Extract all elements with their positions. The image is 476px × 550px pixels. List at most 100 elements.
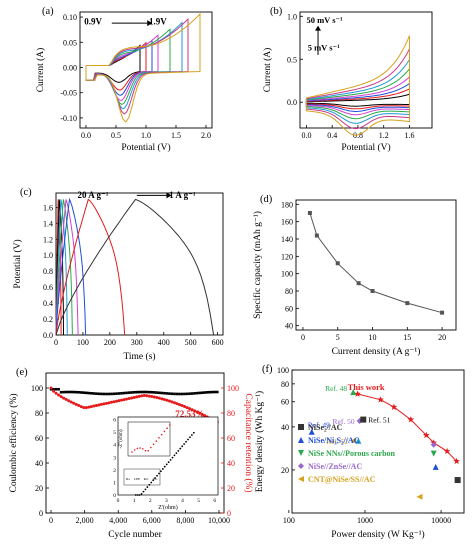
y-tick-label: 0.10 xyxy=(63,13,77,22)
nyquist-point xyxy=(185,440,187,443)
x-tick-label: 1.2 xyxy=(379,131,389,140)
x-tick-label: 600 xyxy=(212,338,224,347)
retention-point xyxy=(127,397,131,401)
inset-y-tick-label: 3 xyxy=(113,455,116,461)
retention-point xyxy=(137,394,141,398)
retention-point xyxy=(150,395,154,399)
x-tick-label: 1000 xyxy=(357,516,373,525)
y-tick-label: 160 xyxy=(281,218,293,227)
inset-y-tick-label: 6 xyxy=(113,418,116,424)
ce-point xyxy=(165,392,169,395)
ce-point xyxy=(178,392,181,396)
retention-point xyxy=(200,412,204,416)
ce-point xyxy=(110,392,113,396)
x-tick-label: 6,000 xyxy=(143,516,161,525)
retention-point xyxy=(49,386,53,390)
x-axis-label: Cycle number xyxy=(108,530,162,540)
legend-label: NiSe NNs//Porous carbon xyxy=(308,449,396,458)
y-axis-label: Energy density (Wh Kg⁻¹) xyxy=(254,391,265,492)
ce-point xyxy=(122,391,126,395)
y-tick-label: 40 xyxy=(285,322,293,331)
y-tick-label: 60 xyxy=(35,434,43,443)
marker-triangle xyxy=(350,389,357,396)
zoom-point xyxy=(142,448,144,450)
y2-tick-label: 40 xyxy=(227,459,235,468)
gcd-curve xyxy=(55,199,64,336)
x-axis-label: Potential (V) xyxy=(121,142,170,153)
y-tick-label: 80 xyxy=(35,409,43,418)
panel-d: 0 5 10 15 20 40 60 80 100 120 140 160 180 Current den… xyxy=(252,194,457,357)
annotation-text: 50 mV s⁻¹ xyxy=(306,15,343,25)
retention-point xyxy=(155,396,159,400)
inset-x-tick-label: 5 xyxy=(197,498,200,504)
retention-point xyxy=(89,405,93,409)
this-work-line xyxy=(357,393,457,462)
ce-point xyxy=(117,392,121,395)
ce-point xyxy=(147,390,151,394)
retention-point xyxy=(135,395,139,399)
nyquist-point xyxy=(138,494,141,496)
x-tick-label: 0.0 xyxy=(301,131,311,140)
nyquist-point xyxy=(158,472,160,475)
y2-tick-label: 60 xyxy=(227,434,235,443)
ce-point xyxy=(105,392,108,396)
y-tick-label: 40 xyxy=(281,423,289,432)
nyquist-point xyxy=(152,479,155,482)
ce-point xyxy=(155,391,159,394)
ce-point xyxy=(130,391,133,394)
x-tick-label: 400 xyxy=(158,338,170,347)
arrow-head xyxy=(147,20,153,27)
panel-label: (b) xyxy=(270,6,283,17)
annotation-text: 1 A g⁻¹ xyxy=(169,190,196,200)
ce-point xyxy=(120,391,123,395)
gcd-curve xyxy=(55,197,87,336)
ce-point xyxy=(132,390,136,394)
retention-point xyxy=(107,401,111,405)
series-label: Ref. 52 xyxy=(326,437,348,446)
x-tick-label: 2.0 xyxy=(201,131,211,140)
y-tick-label: 0 xyxy=(39,509,43,518)
retention-point xyxy=(180,404,184,408)
nyquist-point xyxy=(161,468,164,470)
y2-tick-label: 0 xyxy=(227,509,231,518)
marker-star xyxy=(390,403,398,410)
retention-point xyxy=(94,404,98,407)
capacity-point xyxy=(356,281,361,286)
ce-point xyxy=(195,391,199,395)
series-label: Ref. 48 xyxy=(325,384,347,393)
x-tick-label: 10,000 xyxy=(208,516,230,525)
legend-label: NiSe//ZnSe//AC xyxy=(308,462,362,471)
panel-c: 0 100 200 300 400 500 600 0.0 0.2 0.4 0.6 0.8 1.0 1.2… xyxy=(12,187,224,362)
y2-axis-label: Capacitance retention (%) xyxy=(243,393,254,492)
cv-curve-b xyxy=(305,48,410,130)
cv-curve-a xyxy=(85,34,159,101)
ce-point xyxy=(140,390,144,394)
retention-point xyxy=(178,403,181,407)
y-tick-label: 0.0 xyxy=(43,331,53,340)
marker-triangle-down xyxy=(298,450,304,456)
retention-point xyxy=(59,395,63,399)
retention-point xyxy=(160,397,164,401)
marker-square xyxy=(454,477,461,484)
retention-point xyxy=(112,400,116,404)
y-tick-label: 60 xyxy=(285,304,293,313)
ce-point xyxy=(150,390,154,394)
nyquist-point xyxy=(173,454,176,457)
retention-point xyxy=(87,405,91,409)
y-axis-label: Current (A) xyxy=(262,48,273,93)
retention-point xyxy=(99,402,103,406)
marker-star xyxy=(453,457,460,465)
x-tick-label: 0.8 xyxy=(353,131,363,140)
circuit-label: Rs xyxy=(126,477,130,481)
retention-point xyxy=(57,393,61,397)
plot-frame xyxy=(291,369,465,514)
ce-point xyxy=(82,391,86,394)
marker-triangle xyxy=(298,437,304,443)
ce-point xyxy=(52,387,55,391)
x-tick-label: 1.5 xyxy=(171,131,181,140)
inset-y-tick-label: 0 xyxy=(113,493,116,499)
ce-point xyxy=(173,392,176,396)
ce-point xyxy=(77,390,81,394)
marker-star xyxy=(443,447,451,455)
zoom-point xyxy=(139,447,141,449)
